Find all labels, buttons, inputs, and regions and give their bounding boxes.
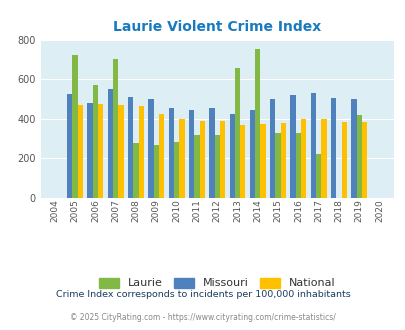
- Title: Laurie Violent Crime Index: Laurie Violent Crime Index: [113, 20, 320, 34]
- Bar: [138, 106, 143, 198]
- Bar: [330, 98, 336, 198]
- Bar: [189, 110, 194, 198]
- Bar: [77, 105, 83, 198]
- Legend: Laurie, Missouri, National: Laurie, Missouri, National: [94, 273, 339, 293]
- Bar: [249, 110, 255, 198]
- Bar: [321, 119, 326, 198]
- Bar: [240, 125, 245, 198]
- Bar: [199, 121, 205, 198]
- Bar: [173, 142, 179, 198]
- Bar: [229, 114, 234, 198]
- Bar: [158, 114, 164, 198]
- Bar: [300, 119, 305, 198]
- Bar: [315, 154, 321, 198]
- Bar: [194, 135, 199, 198]
- Bar: [290, 95, 295, 198]
- Bar: [356, 115, 361, 198]
- Bar: [108, 89, 113, 198]
- Bar: [87, 103, 92, 198]
- Bar: [295, 133, 301, 198]
- Bar: [113, 59, 118, 198]
- Bar: [351, 99, 356, 198]
- Bar: [275, 133, 280, 198]
- Bar: [361, 122, 367, 198]
- Bar: [92, 85, 98, 198]
- Bar: [148, 99, 153, 198]
- Bar: [260, 124, 265, 198]
- Bar: [341, 122, 346, 198]
- Text: Crime Index corresponds to incidents per 100,000 inhabitants: Crime Index corresponds to incidents per…: [55, 290, 350, 299]
- Bar: [153, 145, 159, 198]
- Bar: [214, 135, 220, 198]
- Bar: [280, 123, 285, 198]
- Bar: [118, 105, 123, 198]
- Bar: [168, 108, 173, 198]
- Bar: [67, 94, 72, 198]
- Text: © 2025 CityRating.com - https://www.cityrating.com/crime-statistics/: © 2025 CityRating.com - https://www.city…: [70, 313, 335, 322]
- Bar: [234, 68, 240, 198]
- Bar: [179, 119, 184, 198]
- Bar: [220, 121, 224, 198]
- Bar: [270, 99, 275, 198]
- Bar: [310, 93, 315, 198]
- Bar: [128, 97, 133, 198]
- Bar: [133, 143, 138, 198]
- Bar: [72, 55, 77, 198]
- Bar: [209, 108, 214, 198]
- Bar: [98, 104, 103, 198]
- Bar: [255, 49, 260, 198]
